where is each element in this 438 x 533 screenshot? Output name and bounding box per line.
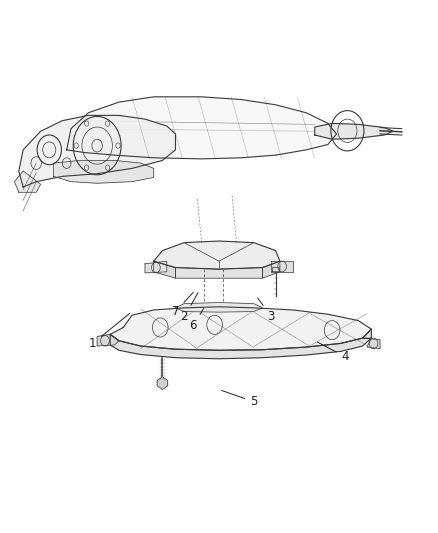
Polygon shape	[262, 261, 280, 278]
Text: 7: 7	[172, 293, 193, 318]
Polygon shape	[157, 377, 168, 390]
Text: 1: 1	[89, 313, 130, 350]
Polygon shape	[97, 334, 119, 346]
Polygon shape	[145, 261, 167, 273]
Polygon shape	[110, 329, 371, 359]
Text: 4: 4	[317, 342, 349, 363]
Polygon shape	[67, 97, 336, 159]
Text: 5: 5	[222, 391, 258, 408]
Polygon shape	[14, 171, 41, 192]
Text: 2: 2	[180, 293, 198, 324]
Polygon shape	[19, 115, 176, 187]
Polygon shape	[53, 160, 154, 183]
Polygon shape	[176, 268, 262, 278]
Polygon shape	[154, 261, 176, 278]
Text: 3: 3	[258, 298, 275, 324]
Polygon shape	[271, 261, 293, 272]
Polygon shape	[363, 338, 380, 349]
Polygon shape	[315, 123, 393, 139]
Polygon shape	[110, 307, 371, 350]
Polygon shape	[154, 241, 280, 269]
Polygon shape	[176, 303, 262, 312]
Text: 6: 6	[189, 309, 204, 333]
